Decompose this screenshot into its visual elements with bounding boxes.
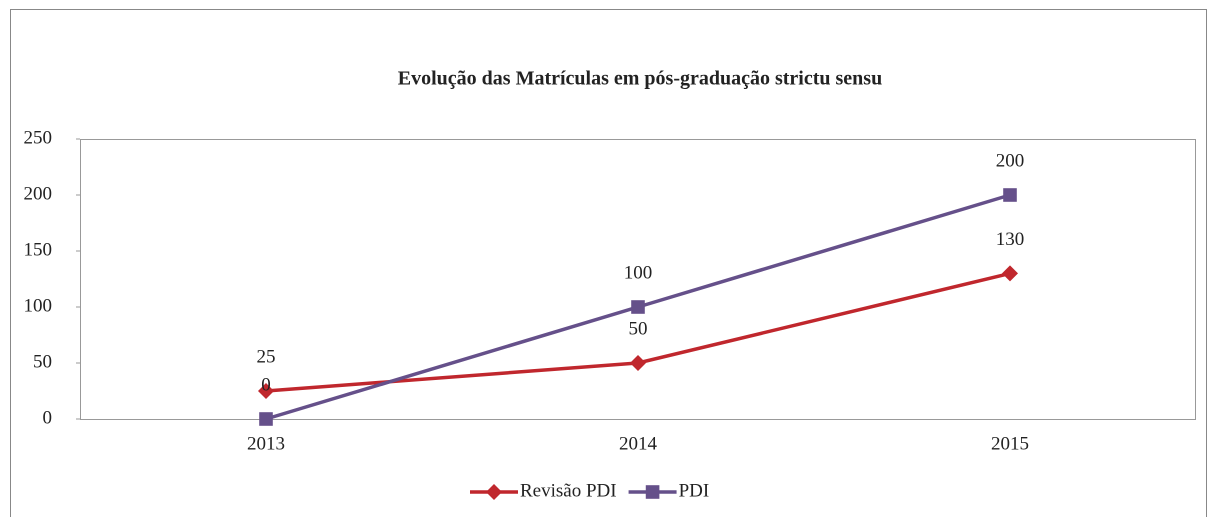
y-tick-label: 250	[24, 127, 53, 148]
data-label: 200	[996, 150, 1025, 171]
y-tick-label: 200	[24, 183, 53, 204]
x-tick-label: 2013	[247, 433, 285, 454]
marker	[259, 412, 273, 426]
legend-label: PDI	[679, 480, 710, 501]
data-label: 50	[629, 318, 648, 339]
marker	[630, 355, 646, 371]
data-label: 130	[996, 229, 1025, 250]
chart-title: Evolução das Matrículas em pós-graduação…	[398, 68, 882, 90]
marker	[1003, 188, 1017, 202]
marker	[645, 485, 660, 499]
data-label: 25	[257, 346, 276, 367]
plot-area	[80, 139, 1196, 420]
marker	[486, 484, 502, 500]
chart-border	[10, 9, 1207, 517]
data-label: 100	[624, 262, 653, 283]
y-tick-label: 100	[24, 295, 53, 316]
marker	[631, 300, 645, 314]
x-tick-label: 2015	[991, 433, 1029, 454]
y-tick-label: 0	[43, 407, 53, 428]
legend-label: Revisão PDI	[520, 480, 617, 501]
x-tick-label: 2014	[619, 433, 658, 454]
y-tick-label: 150	[24, 239, 53, 260]
marker	[258, 383, 274, 399]
data-label: 0	[261, 374, 271, 395]
marker	[1002, 265, 1018, 282]
y-tick-label: 50	[33, 351, 52, 372]
